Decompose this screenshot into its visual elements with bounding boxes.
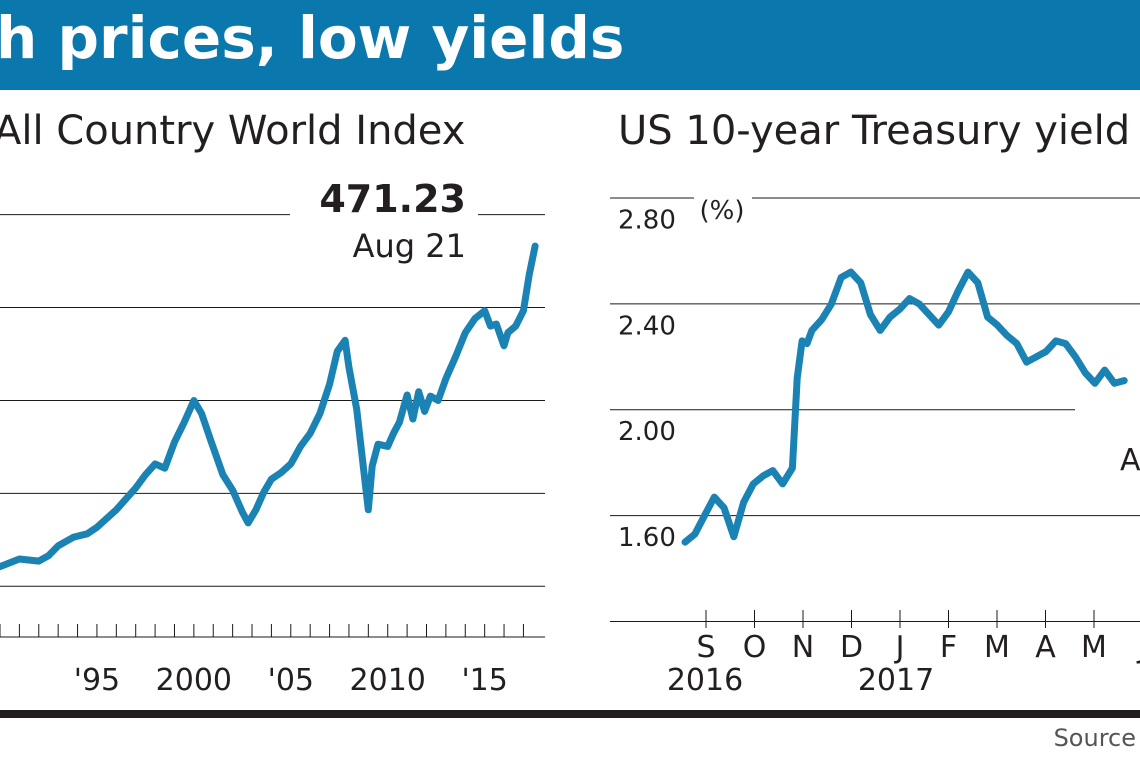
month-label-0: S [696,630,715,665]
treasury-yield-chart: (%)2.802.402.001.60SONDJFMAMJ20162017A [610,196,1140,698]
year-label-2016: 2016 [667,663,743,698]
latest-value-label: 471.23 [319,177,466,221]
yield-series-line [681,268,1128,546]
x-tick-label-3: '05 [268,663,314,698]
right-chart-title: US 10-year Treasury yield [618,108,1131,154]
bottom-rule [0,710,1140,718]
x-tick-label-2: 2000 [156,663,232,698]
partial-annotation: A [1120,443,1140,478]
banner-title: h prices, low yields [0,4,625,72]
month-label-7: A [1035,630,1056,665]
y-tick-label-1: 2.40 [618,311,676,341]
y-tick-label-3: 1.60 [618,523,676,553]
source-note: Source [1053,724,1136,752]
month-label-4: J [894,630,905,665]
month-label-9: J [1136,630,1140,665]
header-banner: h prices, low yields [0,0,1140,90]
month-label-3: D [840,630,863,665]
x-tick-label-5: '15 [461,663,507,698]
month-label-2: N [792,630,814,665]
y-tick-label-2: 2.00 [618,417,676,447]
month-label-6: M [984,630,1010,665]
y-tick-label-0: 2.80 [618,205,676,235]
x-tick-label-1: '95 [74,663,120,698]
x-tick-label-4: 2010 [350,663,426,698]
month-label-8: M [1081,630,1107,665]
month-label-1: O [743,630,767,665]
unit-label: (%) [700,196,745,226]
latest-date-label: Aug 21 [353,227,466,265]
left-chart-title: All Country World Index [0,108,466,154]
month-label-5: F [940,630,957,665]
world-index-series-line [0,242,539,571]
year-label-2017: 2017 [858,663,934,698]
